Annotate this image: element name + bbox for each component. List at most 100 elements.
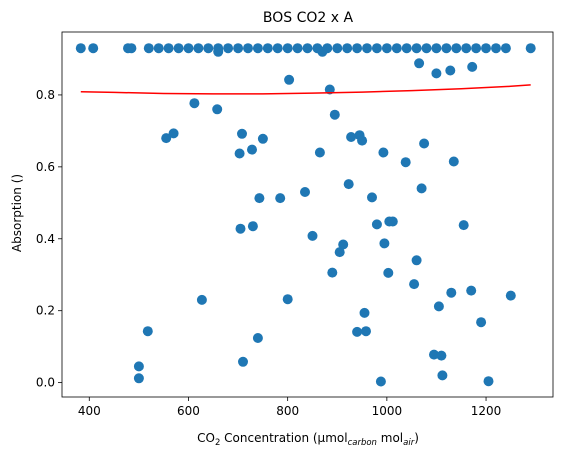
data-point (143, 43, 154, 54)
data-point (332, 43, 343, 54)
y-axis-label: Absorption () (10, 174, 24, 252)
data-point (352, 326, 363, 337)
data-point (252, 333, 263, 343)
data-point (379, 238, 390, 249)
fit-line (80, 84, 531, 95)
data-point (352, 43, 363, 54)
data-point (414, 58, 425, 69)
data-point (371, 219, 382, 230)
data-point (436, 350, 447, 361)
data-point (401, 43, 412, 54)
data-point (467, 61, 478, 72)
data-point (275, 193, 286, 204)
data-point (329, 109, 340, 120)
data-point (445, 65, 456, 76)
data-point (233, 43, 244, 54)
data-point (387, 216, 398, 227)
data-point (359, 307, 370, 318)
data-point (75, 43, 86, 54)
data-point (213, 46, 224, 57)
data-point (416, 183, 427, 194)
chart-title: BOS CO2 x A (263, 10, 354, 26)
x-axis-label-sub1: 2 (215, 438, 220, 448)
data-point (466, 285, 477, 296)
data-point (400, 157, 411, 168)
x-axis-label-middle: Concentration (µmol (220, 431, 347, 445)
data-point (429, 349, 439, 360)
data-point (476, 317, 487, 328)
data-point (183, 43, 194, 54)
data-point (346, 132, 357, 142)
data-point (247, 221, 258, 232)
data-point (378, 147, 389, 158)
x-axis: 400 600 800 1000 1200 (78, 397, 501, 418)
data-point (419, 138, 430, 149)
x-axis-label-sub3: air (403, 438, 415, 448)
data-point (342, 43, 353, 54)
x-axis-label: CO2 Concentration (µmolcarbon molair) (197, 431, 419, 448)
data-point (375, 376, 386, 387)
data-point (367, 192, 377, 203)
data-point (133, 373, 144, 384)
data-point (212, 104, 223, 115)
x-axis-label-sub2: carbon (348, 438, 377, 448)
data-point (343, 179, 354, 190)
data-point (272, 43, 283, 54)
data-point (483, 376, 494, 387)
y-axis: 0.0 0.2 0.4 0.6 0.8 (36, 88, 62, 390)
y-tick-label: 0.8 (36, 88, 55, 102)
data-point (500, 43, 511, 54)
data-point (247, 144, 257, 155)
data-point (334, 247, 345, 258)
data-point (317, 46, 328, 57)
data-point (235, 223, 246, 234)
data-point (238, 356, 248, 367)
data-point (525, 43, 536, 54)
data-point (471, 43, 482, 54)
data-point (163, 43, 174, 54)
data-point (237, 128, 247, 139)
y-tick-label: 0.0 (36, 376, 55, 390)
data-point (292, 43, 303, 54)
data-point (381, 43, 392, 54)
data-point (361, 326, 371, 337)
y-tick-label: 0.6 (36, 160, 55, 174)
x-tick-label: 400 (78, 404, 101, 418)
data-point (126, 43, 137, 54)
data-point (254, 193, 265, 204)
data-point (133, 361, 144, 372)
data-point (196, 294, 207, 305)
data-point (282, 294, 293, 305)
data-point (314, 147, 325, 158)
data-point (262, 43, 273, 54)
data-point (421, 43, 432, 54)
data-point (193, 43, 204, 54)
data-point (203, 43, 214, 54)
x-tick-label: 800 (276, 404, 299, 418)
data-point (88, 43, 99, 54)
data-point (458, 220, 469, 231)
x-tick-label: 600 (177, 404, 200, 418)
x-axis-label-suffix: ) (414, 431, 419, 445)
data-point (441, 43, 452, 54)
data-point (161, 133, 172, 144)
data-point (446, 287, 457, 298)
x-tick-label: 1200 (471, 404, 502, 418)
data-point (142, 326, 153, 337)
data-point (153, 43, 164, 54)
data-point (357, 135, 368, 146)
data-point (284, 74, 295, 85)
plot-frame (61, 31, 554, 398)
data-point (451, 43, 462, 54)
data-point (391, 43, 402, 54)
data-point (409, 279, 420, 290)
data-point (300, 187, 310, 197)
data-point (252, 43, 263, 54)
data-point (168, 128, 179, 139)
data-point (257, 133, 268, 144)
data-point (383, 267, 394, 278)
data-point (173, 43, 184, 54)
data-point (189, 98, 200, 109)
data-point (461, 43, 472, 54)
